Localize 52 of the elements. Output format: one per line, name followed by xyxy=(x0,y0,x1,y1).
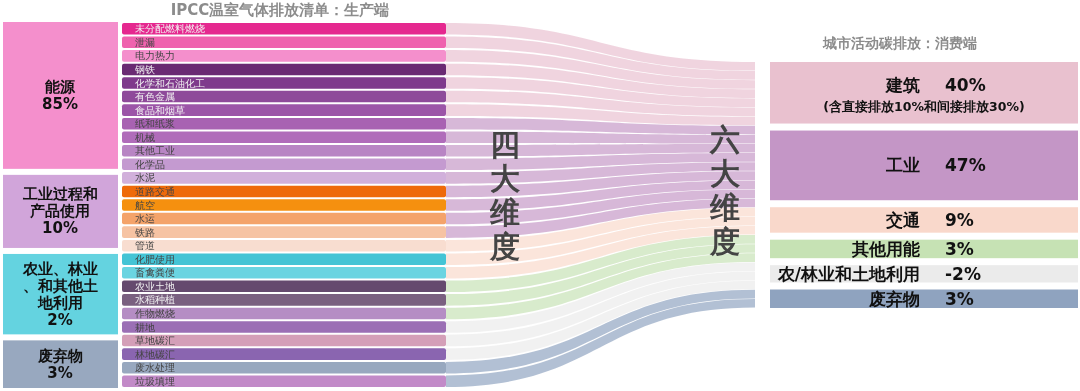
category-label: 机械 xyxy=(135,131,155,143)
data-label: 40% xyxy=(945,74,986,95)
category-label: 管道 xyxy=(135,240,155,252)
category-label: 废弃物 xyxy=(36,346,83,365)
text: 六大维度 xyxy=(709,122,741,259)
category-label: 能源 xyxy=(45,77,76,96)
category-label: 废弃物 xyxy=(868,288,920,309)
category-label: 有色金属 xyxy=(135,91,175,103)
category-label: 航空 xyxy=(135,199,155,211)
category-label: 农业土地 xyxy=(135,280,175,292)
category-label: 化肥使用 xyxy=(135,253,175,265)
data-label: 2% xyxy=(47,310,73,329)
data-label: 85% xyxy=(42,94,78,113)
category-label: 化学和石油化工 xyxy=(135,77,205,89)
category-label: 垃圾填埋 xyxy=(134,375,175,387)
text: (含直接排放10%和间接排放30%) xyxy=(823,98,1025,114)
category-label: 泄漏 xyxy=(135,36,155,48)
category-label: 畜禽粪便 xyxy=(135,267,175,279)
category-label: 废水处理 xyxy=(135,362,175,374)
category-label: 食品和烟草 xyxy=(135,104,185,116)
category-label: 化学品 xyxy=(135,158,165,170)
data-label: 3% xyxy=(945,238,974,259)
category-label: 作物燃烧 xyxy=(134,307,175,319)
category-label: 纸和纸浆 xyxy=(135,118,175,130)
category-label: 林地碳汇 xyxy=(134,348,175,360)
category-label: 其他用能 xyxy=(851,238,920,259)
data-label: 47% xyxy=(945,155,986,176)
category-label: 农业、林业、和其他土地利用 xyxy=(21,259,98,312)
category-label: 农/林业和土地利用 xyxy=(776,263,920,284)
category-label: 其他工业 xyxy=(135,145,175,157)
category-label: 交通 xyxy=(885,209,920,230)
category-label: 草地碳汇 xyxy=(135,335,175,347)
data-label: 10% xyxy=(42,219,78,238)
text: 四大维度 xyxy=(489,127,521,264)
category-label: 耕地 xyxy=(135,321,155,333)
data-label: 3% xyxy=(47,363,73,382)
text: 城市活动碳排放：消费端 xyxy=(822,35,977,51)
category-label: 钢铁 xyxy=(134,63,155,75)
category-label: 工业 xyxy=(885,155,920,176)
category-label: 水泥 xyxy=(135,172,155,184)
data-label: 3% xyxy=(945,288,974,309)
category-label: 道路交通 xyxy=(135,185,175,197)
category-label: 水运 xyxy=(135,213,155,225)
data-label: 9% xyxy=(945,209,974,230)
category-label: 电力热力 xyxy=(135,50,175,62)
category-label: 铁路 xyxy=(134,226,155,238)
data-label: -2% xyxy=(945,263,981,284)
category-label: 水稻种植 xyxy=(135,294,175,306)
category-label: 未分配燃料燃烧 xyxy=(135,23,205,35)
category-label: 工业过程和产品使用 xyxy=(21,185,98,221)
category-label: 建筑 xyxy=(884,74,920,95)
text: IPCC温室气体排放清单：生产端 xyxy=(170,1,390,19)
